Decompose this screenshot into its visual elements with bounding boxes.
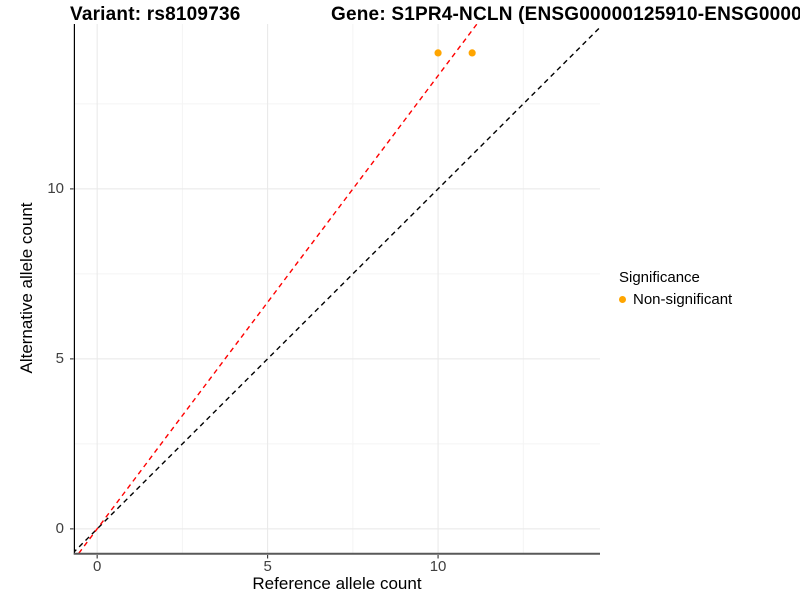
data-point [468,49,476,57]
identity-line [75,26,600,552]
x-tick-label: 5 [263,558,272,575]
data-point [434,49,442,57]
legend-item-label: Non-significant [633,291,733,308]
y-tick-label: 10 [47,179,64,197]
x-axis-title: Reference allele count [252,574,422,593]
legend-title: Significance [619,269,700,286]
x-tick-label: 0 [92,558,102,575]
legend-item-non-significant: Non-significant [619,291,732,308]
y-tick-label: 0 [55,519,64,537]
x-tick-label: 10 [429,558,447,575]
point-swatch-icon [619,296,626,303]
expected-ratio-line [78,24,478,553]
y-tick-label: 5 [55,349,64,367]
y-axis-title: Alternative allele count [17,202,36,374]
plot-title-gene: Gene: S1PR4-NCLN (ENSG00000125910-ENSG00… [331,4,800,25]
plot-title-variant: Variant: rs8109736 [70,4,241,25]
legend: Significance Non-significant [619,269,732,308]
